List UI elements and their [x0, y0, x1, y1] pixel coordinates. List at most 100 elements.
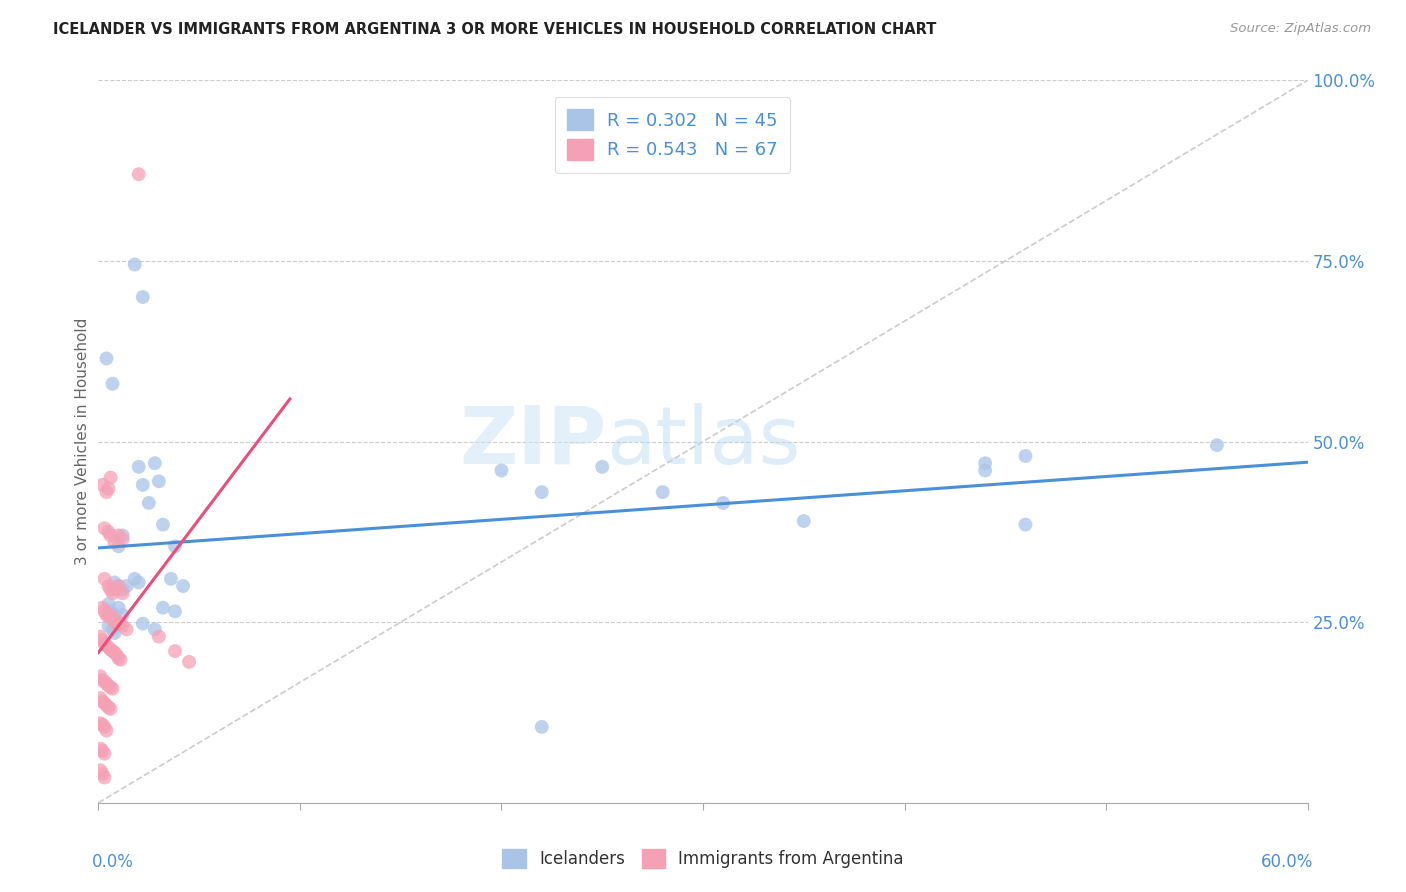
Point: [107, 600, 129, 615]
Point: [96, 676, 118, 690]
Point: [100, 642, 122, 657]
Point: [97, 640, 120, 655]
Point: [103, 646, 125, 660]
Point: [89, 741, 111, 756]
Point: [100, 604, 122, 618]
Point: [91, 695, 114, 709]
Point: [97, 524, 120, 539]
Point: [110, 653, 132, 667]
Point: [105, 616, 128, 631]
Point: [111, 528, 134, 542]
Point: [974, 463, 997, 477]
Point: [101, 376, 124, 391]
Point: [97, 482, 120, 496]
Point: [163, 644, 186, 658]
Point: [143, 623, 166, 637]
Point: [91, 767, 114, 781]
Point: [172, 579, 194, 593]
Point: [103, 535, 125, 549]
Point: [179, 655, 201, 669]
Point: [91, 478, 114, 492]
Point: [111, 586, 134, 600]
Point: [91, 633, 114, 648]
Text: ZIP: ZIP: [458, 402, 606, 481]
Point: [152, 600, 174, 615]
Point: [1014, 517, 1036, 532]
Point: [103, 615, 125, 630]
Point: [89, 716, 111, 731]
Point: [93, 637, 115, 651]
Y-axis label: 3 or more Vehicles in Household: 3 or more Vehicles in Household: [75, 318, 90, 566]
Point: [974, 456, 997, 470]
Point: [97, 579, 120, 593]
Point: [93, 604, 115, 618]
Text: 0.0%: 0.0%: [93, 854, 134, 871]
Point: [101, 681, 124, 696]
Point: [91, 744, 114, 758]
Point: [128, 575, 150, 590]
Point: [111, 532, 134, 546]
Point: [163, 539, 186, 553]
Legend: Icelanders, Immigrants from Argentina: Icelanders, Immigrants from Argentina: [496, 842, 910, 875]
Text: atlas: atlas: [606, 402, 800, 481]
Point: [89, 764, 111, 778]
Legend: R = 0.302   N = 45, R = 0.543   N = 67: R = 0.302 N = 45, R = 0.543 N = 67: [555, 96, 790, 172]
Point: [115, 623, 138, 637]
Point: [530, 485, 553, 500]
Point: [96, 723, 118, 738]
Point: [93, 572, 115, 586]
Point: [89, 630, 111, 644]
Point: [91, 600, 114, 615]
Point: [148, 475, 170, 489]
Point: [100, 470, 122, 484]
Point: [124, 572, 146, 586]
Point: [128, 459, 150, 474]
Point: [97, 619, 120, 633]
Point: [591, 459, 613, 474]
Point: [143, 456, 166, 470]
Point: [101, 586, 124, 600]
Point: [101, 611, 124, 625]
Point: [132, 290, 155, 304]
Point: [105, 648, 128, 662]
Point: [96, 351, 118, 366]
Point: [101, 623, 124, 637]
Point: [530, 720, 553, 734]
Point: [97, 700, 120, 714]
Point: [793, 514, 815, 528]
Point: [107, 539, 129, 553]
Point: [124, 258, 146, 272]
Point: [93, 521, 115, 535]
Point: [97, 609, 120, 624]
Point: [148, 630, 170, 644]
Point: [132, 616, 155, 631]
Point: [651, 485, 673, 500]
Point: [111, 582, 134, 597]
Point: [1014, 449, 1036, 463]
Point: [107, 579, 129, 593]
Point: [111, 619, 134, 633]
Point: [93, 720, 115, 734]
Point: [96, 638, 118, 652]
Point: [100, 680, 122, 694]
Point: [103, 607, 125, 622]
Point: [160, 572, 183, 586]
Point: [93, 747, 115, 761]
Point: [89, 691, 111, 706]
Point: [96, 607, 118, 622]
Point: [711, 496, 734, 510]
Point: [107, 615, 129, 630]
Point: [107, 528, 129, 542]
Point: [97, 679, 120, 693]
Point: [93, 771, 115, 785]
Point: [100, 582, 122, 597]
Point: [91, 673, 114, 687]
Point: [91, 718, 114, 732]
Point: [152, 517, 174, 532]
Point: [163, 604, 186, 618]
Point: [111, 607, 134, 622]
Point: [110, 616, 132, 631]
Point: [101, 644, 124, 658]
Point: [100, 702, 122, 716]
Text: 60.0%: 60.0%: [1261, 854, 1313, 871]
